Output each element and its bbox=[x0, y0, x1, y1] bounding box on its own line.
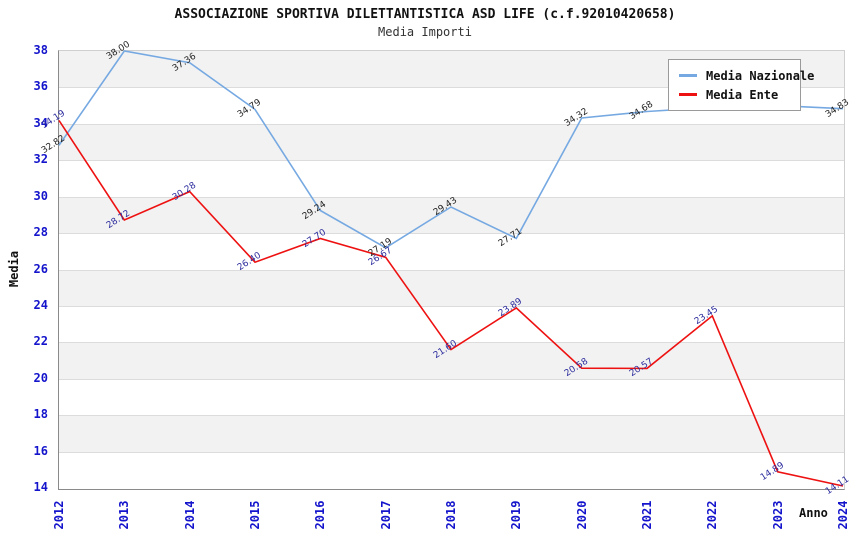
nazionale-line-swatch-icon bbox=[679, 74, 697, 77]
x-tick-label: 2015 bbox=[248, 500, 262, 530]
plot-band bbox=[59, 123, 844, 161]
y-tick-label: 32 bbox=[33, 152, 48, 167]
plot-band bbox=[59, 451, 844, 488]
plot-band bbox=[59, 415, 844, 452]
y-tick-label: 14 bbox=[33, 480, 48, 494]
x-tick-label: 2017 bbox=[378, 500, 393, 530]
y-tick-label: 16 bbox=[33, 443, 48, 458]
plot-band bbox=[59, 305, 844, 343]
y-tick-label: 36 bbox=[33, 79, 48, 94]
x-tick-label: 2024 bbox=[836, 500, 850, 530]
gridline bbox=[59, 160, 844, 162]
chart-title: ASSOCIAZIONE SPORTIVA DILETTANTISTICA AS… bbox=[174, 7, 676, 22]
x-axis-title: Anno bbox=[799, 506, 828, 520]
x-tick-label: 2014 bbox=[182, 500, 197, 530]
x-tick-label: 2013 bbox=[117, 500, 132, 530]
gridline bbox=[59, 451, 844, 453]
legend-item-nazionale: Media Nazionale bbox=[679, 66, 814, 85]
y-tick-label: 38 bbox=[33, 43, 48, 57]
x-tick-label: 2012 bbox=[52, 500, 66, 530]
gridline bbox=[59, 378, 844, 380]
legend-label-nazionale: Media Nazionale bbox=[706, 68, 815, 83]
gridline bbox=[59, 415, 844, 417]
gridline bbox=[59, 233, 844, 235]
y-tick-label: 24 bbox=[33, 297, 48, 312]
chart-subtitle: Media Importi bbox=[378, 25, 472, 39]
y-tick-label: 28 bbox=[33, 225, 48, 240]
ente-line-swatch-icon bbox=[679, 93, 697, 96]
y-tick-label: 18 bbox=[33, 407, 48, 422]
x-tick-label: 2021 bbox=[640, 500, 654, 530]
y-tick-label: 26 bbox=[33, 261, 48, 276]
gridline bbox=[59, 305, 844, 307]
x-tick-label: 2018 bbox=[444, 500, 458, 530]
x-tick-label: 2022 bbox=[705, 500, 720, 530]
legend-label-ente: Media Ente bbox=[706, 87, 779, 102]
y-tick-label: 34 bbox=[33, 115, 48, 130]
x-tick-label: 2019 bbox=[509, 500, 524, 530]
legend: Media Nazionale Media Ente bbox=[668, 59, 814, 111]
gridline bbox=[59, 123, 844, 125]
x-tick-label: 2023 bbox=[770, 500, 785, 530]
x-tick-label: 2016 bbox=[313, 500, 328, 530]
y-tick-label: 20 bbox=[33, 370, 48, 385]
plot-band bbox=[59, 378, 844, 416]
x-tick-label: 2020 bbox=[574, 500, 589, 530]
plot-area bbox=[58, 50, 845, 490]
plot-band bbox=[59, 233, 844, 270]
y-tick-label: 22 bbox=[33, 334, 48, 349]
legend-item-ente: Media Ente bbox=[679, 85, 792, 104]
plot-band bbox=[59, 269, 844, 306]
gridline bbox=[59, 269, 844, 271]
y-tick-label: 30 bbox=[33, 188, 48, 203]
